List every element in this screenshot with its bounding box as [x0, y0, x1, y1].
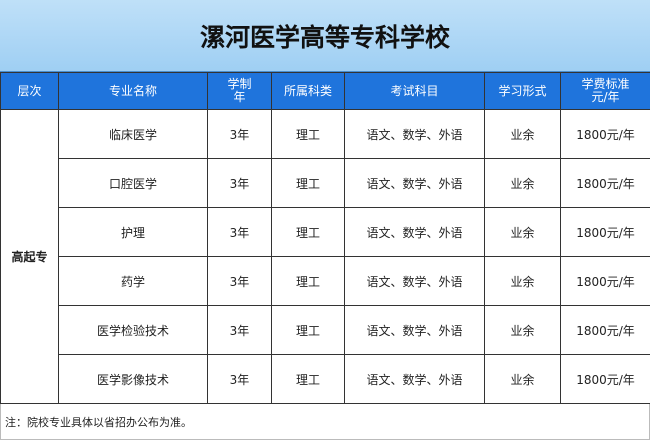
- fee-cell: 1800元/年: [561, 110, 650, 159]
- column-header: 考试科目: [345, 73, 485, 110]
- category-cell: 理工: [272, 159, 345, 208]
- mode-cell: 业余: [485, 306, 561, 355]
- fee-cell: 1800元/年: [561, 159, 650, 208]
- header-row: 层次专业名称学制 年所属科类考试科目学习形式学费标准 元/年: [1, 73, 650, 110]
- major-cell: 药学: [59, 257, 208, 306]
- mode-cell: 业余: [485, 208, 561, 257]
- years-cell: 3年: [208, 208, 272, 257]
- level-cell: 高起专: [1, 110, 59, 404]
- major-cell: 医学影像技术: [59, 355, 208, 404]
- fee-cell: 1800元/年: [561, 306, 650, 355]
- fee-cell: 1800元/年: [561, 208, 650, 257]
- column-header: 专业名称: [59, 73, 208, 110]
- major-cell: 临床医学: [59, 110, 208, 159]
- years-cell: 3年: [208, 355, 272, 404]
- category-cell: 理工: [272, 355, 345, 404]
- column-header: 学费标准 元/年: [561, 73, 650, 110]
- fee-cell: 1800元/年: [561, 257, 650, 306]
- subjects-cell: 语文、数学、外语: [345, 208, 485, 257]
- years-cell: 3年: [208, 110, 272, 159]
- subjects-cell: 语文、数学、外语: [345, 257, 485, 306]
- column-header: 层次: [1, 73, 59, 110]
- subjects-cell: 语文、数学、外语: [345, 306, 485, 355]
- years-cell: 3年: [208, 306, 272, 355]
- page-title: 漯河医学高等专科学校: [0, 0, 650, 72]
- category-cell: 理工: [272, 208, 345, 257]
- years-cell: 3年: [208, 257, 272, 306]
- major-cell: 医学检验技术: [59, 306, 208, 355]
- subjects-cell: 语文、数学、外语: [345, 110, 485, 159]
- mode-cell: 业余: [485, 159, 561, 208]
- major-cell: 护理: [59, 208, 208, 257]
- mode-cell: 业余: [485, 257, 561, 306]
- fee-cell: 1800元/年: [561, 355, 650, 404]
- footnote: 注：院校专业具体以省招办公布为准。: [0, 404, 650, 440]
- major-cell: 口腔医学: [59, 159, 208, 208]
- subjects-cell: 语文、数学、外语: [345, 159, 485, 208]
- subjects-cell: 语文、数学、外语: [345, 355, 485, 404]
- mode-cell: 业余: [485, 355, 561, 404]
- mode-cell: 业余: [485, 110, 561, 159]
- column-header: 所属科类: [272, 73, 345, 110]
- category-cell: 理工: [272, 306, 345, 355]
- category-cell: 理工: [272, 110, 345, 159]
- column-header: 学制 年: [208, 73, 272, 110]
- years-cell: 3年: [208, 159, 272, 208]
- column-header: 学习形式: [485, 73, 561, 110]
- category-cell: 理工: [272, 257, 345, 306]
